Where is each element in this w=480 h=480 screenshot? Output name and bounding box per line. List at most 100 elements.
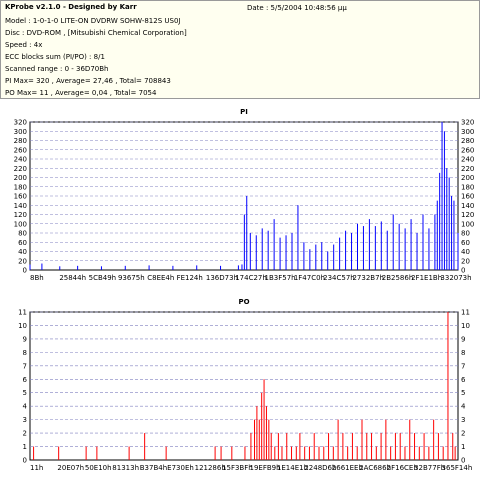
pi-ytick-label: 320 [14, 119, 27, 127]
pi-ytick-label-right: 240 [461, 156, 474, 164]
pi-ytick-label: 60 [18, 239, 27, 247]
po-ytick-label-right: 3 [461, 416, 465, 424]
po-ytick-label: 8 [23, 349, 27, 357]
pi-ytick-label: 20 [18, 257, 27, 265]
po-ytick-label: 1 [23, 443, 27, 451]
disc-line: Disc : DVD-ROM , [Mitsubishi Chemical Co… [5, 29, 187, 37]
po-xtick-label: 2AC686h [359, 464, 391, 472]
pi-ytick-label-right: 220 [461, 165, 474, 173]
po-xtick-label: 2661EEh [332, 464, 363, 472]
pi-ytick-label: 40 [18, 248, 27, 256]
po-ytick-label: 0 [23, 457, 27, 465]
po-plot-area [29, 311, 459, 461]
po-ytick-label: 11 [18, 309, 27, 317]
po-ytick-label-right: 6 [461, 376, 466, 384]
pi-ytick-label-right: 260 [461, 146, 474, 154]
po-xtick-label: 19EFB9h [249, 464, 280, 472]
po-xtick-label: 2F16CEh [387, 464, 418, 472]
pi-xtick-label: 2F1E1Bh [411, 274, 442, 282]
po-xtick-label: 20E07h [57, 464, 84, 472]
pi-ytick-label: 280 [14, 137, 27, 145]
info-panel: KProbe v2.1.0 - Designed by Karr Date : … [0, 0, 480, 99]
po-xtick-label: E730Eh [167, 464, 194, 472]
pi-ytick-label: 160 [14, 193, 27, 201]
pi-ytick-label-right: 20 [461, 257, 470, 265]
po-ytick-label-right: 9 [461, 335, 465, 343]
pi-xtick-label: 234C57h [323, 274, 355, 282]
po-summary-line: PO Max= 11 , Average= 0,04 , Total= 7054 [5, 89, 157, 97]
pi-ytick-label-right: 200 [461, 174, 474, 182]
po-ytick-label-right: 8 [461, 349, 465, 357]
pi-xtick-label: 1B3F57h [265, 274, 296, 282]
po-ytick-label: 9 [23, 335, 27, 343]
po-xtick-label: 2248D6h [304, 464, 336, 472]
pi-xtick-label: 2732B7h [352, 274, 384, 282]
po-ytick-label: 2 [23, 430, 27, 438]
po-ytick-label: 10 [18, 322, 27, 330]
pi-ytick-label-right: 320 [461, 119, 474, 127]
pi-ytick-label-right: 160 [461, 193, 474, 201]
pi-xtick-label: 174C27h [235, 274, 267, 282]
pi-ytick-label-right: 300 [461, 128, 474, 136]
scan-date: Date : 5/5/2004 10:48:56 μμ [247, 4, 347, 12]
pi-xtick-label: 5CB49h [89, 274, 117, 282]
ecc-line: ECC blocks sum (PI/PO) : 8/1 [5, 53, 105, 61]
pi-ytick-label: 300 [14, 128, 27, 136]
pi-ytick-label: 80 [18, 230, 27, 238]
po-xtick-label: 365F14h [442, 464, 473, 472]
pi-ytick-label-right: 100 [461, 220, 474, 228]
po-ytick-label-right: 0 [461, 457, 465, 465]
pi-ytick-label: 180 [14, 183, 27, 191]
po-xtick-label: 15F3BFh [222, 464, 253, 472]
pi-ytick-label: 200 [14, 174, 27, 182]
po-xtick-label: 81313h [112, 464, 139, 472]
po-ytick-label-right: 7 [461, 362, 465, 370]
pi-summary-line: PI Max= 320 , Average= 27,46 , Total= 70… [5, 77, 171, 85]
po-chart-title: PO [238, 298, 249, 306]
pi-ytick-label: 240 [14, 156, 27, 164]
pi-xtick-label: 2B2586h [382, 274, 414, 282]
pi-ytick-label: 140 [14, 202, 27, 210]
po-xtick-label: 32B77Fh [414, 464, 445, 472]
po-ytick-label: 3 [23, 416, 27, 424]
po-ytick-label-right: 5 [461, 389, 465, 397]
po-ytick-label-right: 1 [461, 443, 465, 451]
app-title: KProbe v2.1.0 - Designed by Karr [5, 3, 137, 11]
pi-xtick-label: FE124h [177, 274, 203, 282]
pi-ytick-label: 220 [14, 165, 27, 173]
po-ytick-label-right: 4 [461, 403, 466, 411]
po-ytick-label: 4 [23, 403, 28, 411]
pi-xtick-label: 93675h [118, 274, 145, 282]
pi-ytick-label-right: 80 [461, 230, 470, 238]
pi-ytick-label-right: 120 [461, 211, 474, 219]
po-xtick-label: 1E14E1h [277, 464, 308, 472]
pi-ytick-label: 120 [14, 211, 27, 219]
pi-ytick-label-right: 0 [461, 267, 465, 275]
pi-ytick-label: 100 [14, 220, 27, 228]
range-line: Scanned range : 0 - 36D70Bh [5, 65, 109, 73]
pi-ytick-label: 260 [14, 146, 27, 154]
pi-ytick-label-right: 60 [461, 239, 470, 247]
po-xtick-label: 121286h [195, 464, 226, 472]
pi-chart-title: PI [240, 108, 248, 116]
po-ytick-label-right: 2 [461, 430, 465, 438]
pi-xtick-label: 136D73h [206, 274, 238, 282]
po-ytick-label-right: 10 [461, 322, 470, 330]
po-ytick-label: 6 [23, 376, 28, 384]
pi-xtick-label: C8EE4h [147, 274, 174, 282]
pi-xtick-label: 8Bh [30, 274, 44, 282]
speed-line: Speed : 4x [5, 41, 43, 49]
pi-ytick-label-right: 180 [461, 183, 474, 191]
pi-ytick-label-right: 280 [461, 137, 474, 145]
pi-xtick-label: 25844h [59, 274, 86, 282]
pi-xtick-label: 1F47C0h [294, 274, 325, 282]
model-line: Model : 1-0-1-0 LITE-ON DVDRW SOHW-812S … [5, 17, 181, 25]
pi-ytick-label: 0 [23, 267, 27, 275]
po-xtick-label: 11h [30, 464, 43, 472]
po-ytick-label: 7 [23, 362, 27, 370]
pi-ytick-label-right: 40 [461, 248, 470, 256]
po-xtick-label: 50E10h [85, 464, 112, 472]
po-ytick-label-right: 11 [461, 309, 470, 317]
